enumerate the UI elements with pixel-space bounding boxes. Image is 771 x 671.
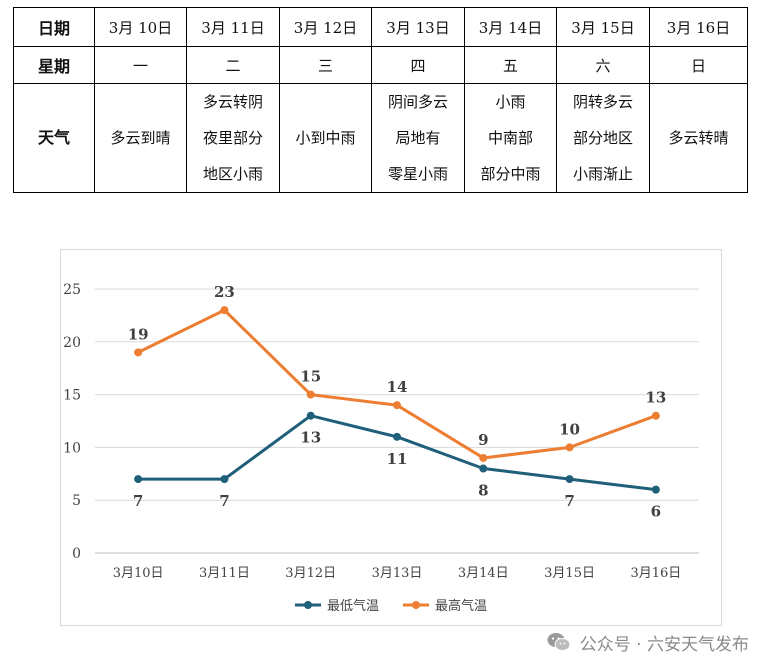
legend-label: 最低气温 — [327, 598, 379, 614]
date-cell: 3月 15日 — [556, 7, 650, 47]
x-tick-label: 3月14日 — [458, 566, 509, 581]
data-label: 9 — [478, 431, 488, 449]
weekday-cell: 二 — [186, 46, 280, 84]
data-label: 13 — [645, 389, 666, 407]
weather-line: 中南部 — [487, 129, 533, 147]
date-cell: 3月 14日 — [464, 7, 557, 47]
temperature-chart: 0 5 10 15 20 25 3月10日 3月11日 3月12日 3月13日 3月14日 3月15日… — [60, 249, 722, 626]
x-tick-label: 3月15日 — [544, 566, 595, 581]
date-cell: 3月 10日 — [94, 7, 187, 47]
y-tick-label: 25 — [63, 282, 81, 298]
y-tick-label: 20 — [63, 335, 81, 351]
weather-line: 多云到晴 — [110, 129, 171, 147]
data-label: 7 — [133, 492, 143, 510]
data-label: 13 — [300, 429, 321, 447]
data-point — [134, 475, 143, 484]
x-tick-label: 3月10日 — [113, 566, 164, 581]
data-point — [393, 432, 401, 441]
data-point — [134, 348, 143, 357]
weather-line: 部分地区 — [572, 129, 633, 147]
data-point — [306, 390, 315, 399]
data-point — [565, 475, 574, 484]
weather-cell: 小雨 中南部 部分中雨 — [464, 83, 557, 193]
wechat-icon — [547, 633, 571, 651]
weather-line: 小雨渐止 — [572, 165, 633, 183]
weekday-cell: 六 — [556, 46, 650, 84]
data-label: 6 — [651, 503, 661, 521]
data-label: 8 — [478, 482, 488, 500]
weather-cell: 阴间多云局地有零星小雨 — [371, 83, 465, 193]
x-tick-label: 3月12日 — [285, 566, 336, 581]
forecast-table: 日期 3月 10日 3月 11日 3月 12日 3月 13日 3月 14日 3月 15日 3… — [13, 7, 748, 193]
data-point — [479, 464, 488, 473]
date-cell: 3月 13日 — [371, 7, 465, 47]
x-tick-label: 3月13日 — [372, 566, 423, 581]
data-point — [565, 443, 574, 452]
data-label: 7 — [564, 492, 574, 510]
chart-canvas: 0 5 10 15 20 25 3月10日 3月11日 3月12日 3月13日 3月14日 3月15日… — [63, 282, 699, 614]
y-tick-label: 15 — [63, 388, 81, 404]
x-tick-label: 3月11日 — [199, 566, 250, 581]
data-point — [306, 411, 315, 420]
data-label: 11 — [387, 450, 408, 468]
legend-marker — [412, 601, 420, 609]
date-cell: 3月 12日 — [279, 7, 372, 47]
weather-cell: 小到中雨 — [279, 83, 372, 193]
date-row: 日期 3月 10日 3月 11日 3月 12日 3月 13日 3月 14日 3月 15日 3… — [13, 7, 748, 47]
weather-cell: 多云转阴夜里部分地区小雨 — [186, 83, 280, 193]
data-label: 19 — [128, 325, 149, 343]
weekday-cell: 一 — [94, 46, 187, 84]
watermark-text: 公众号 · 六安天气发布 — [579, 634, 749, 655]
weather-line: 地区小雨 — [202, 165, 263, 183]
weather-cell: 阴转多云部分地区小雨渐止 — [556, 83, 650, 193]
y-tick-label: 0 — [72, 546, 81, 562]
x-tick-label: 3月16日 — [630, 566, 681, 581]
data-label: 10 — [559, 420, 580, 438]
row-header-weather: 天气 — [13, 83, 95, 193]
weekday-cell: 四 — [371, 46, 465, 84]
date-cell: 3月 11日 — [186, 7, 280, 47]
legend-marker — [304, 601, 312, 609]
weather-line: 部分中雨 — [480, 165, 541, 183]
weather-line: 零星小雨 — [387, 165, 448, 183]
date-cell: 3月 16日 — [649, 7, 748, 47]
y-tick-label: 10 — [63, 440, 81, 456]
row-header-date: 日期 — [13, 7, 95, 47]
data-point — [393, 401, 401, 410]
weather-line: 小到中雨 — [295, 129, 356, 147]
weather-line: 阴间多云 — [387, 93, 448, 111]
y-tick-label: 5 — [72, 493, 81, 509]
data-point — [220, 306, 229, 315]
weather-row: 天气 多云到晴 多云转阴 夜里部分 地区小雨 小到中雨 阴间多云 局地有 零星小雨 小雨 中南部部… — [13, 83, 748, 193]
weather-cell: 多云到晴 — [94, 83, 187, 193]
data-point — [220, 475, 229, 484]
weather-line: 阴转多云 — [572, 93, 633, 111]
data-point — [479, 453, 488, 462]
weekday-cell: 五 — [464, 46, 557, 84]
weekday-cell: 三 — [279, 46, 372, 84]
weather-line: 小雨 — [495, 93, 526, 111]
weekday-cell: 日 — [649, 46, 748, 84]
weather-line: 局地有 — [395, 129, 441, 147]
legend-label: 最高气温 — [435, 598, 487, 614]
weather-line: 多云转阴 — [202, 93, 263, 111]
data-point — [651, 411, 660, 420]
data-label: 7 — [219, 492, 229, 510]
weekday-row: 星期 一二三四五六日 — [13, 46, 748, 84]
data-point — [651, 485, 660, 494]
data-label: 23 — [214, 283, 235, 301]
data-label: 14 — [387, 378, 408, 396]
weather-line: 夜里部分 — [202, 129, 263, 147]
weather-cell: 多云转晴 — [649, 83, 748, 193]
watermark: 公众号 · 六安天气发布 — [546, 626, 749, 658]
row-header-weekday: 星期 — [13, 46, 95, 84]
data-label: 15 — [300, 368, 321, 386]
weather-line: 多云转晴 — [668, 129, 729, 147]
